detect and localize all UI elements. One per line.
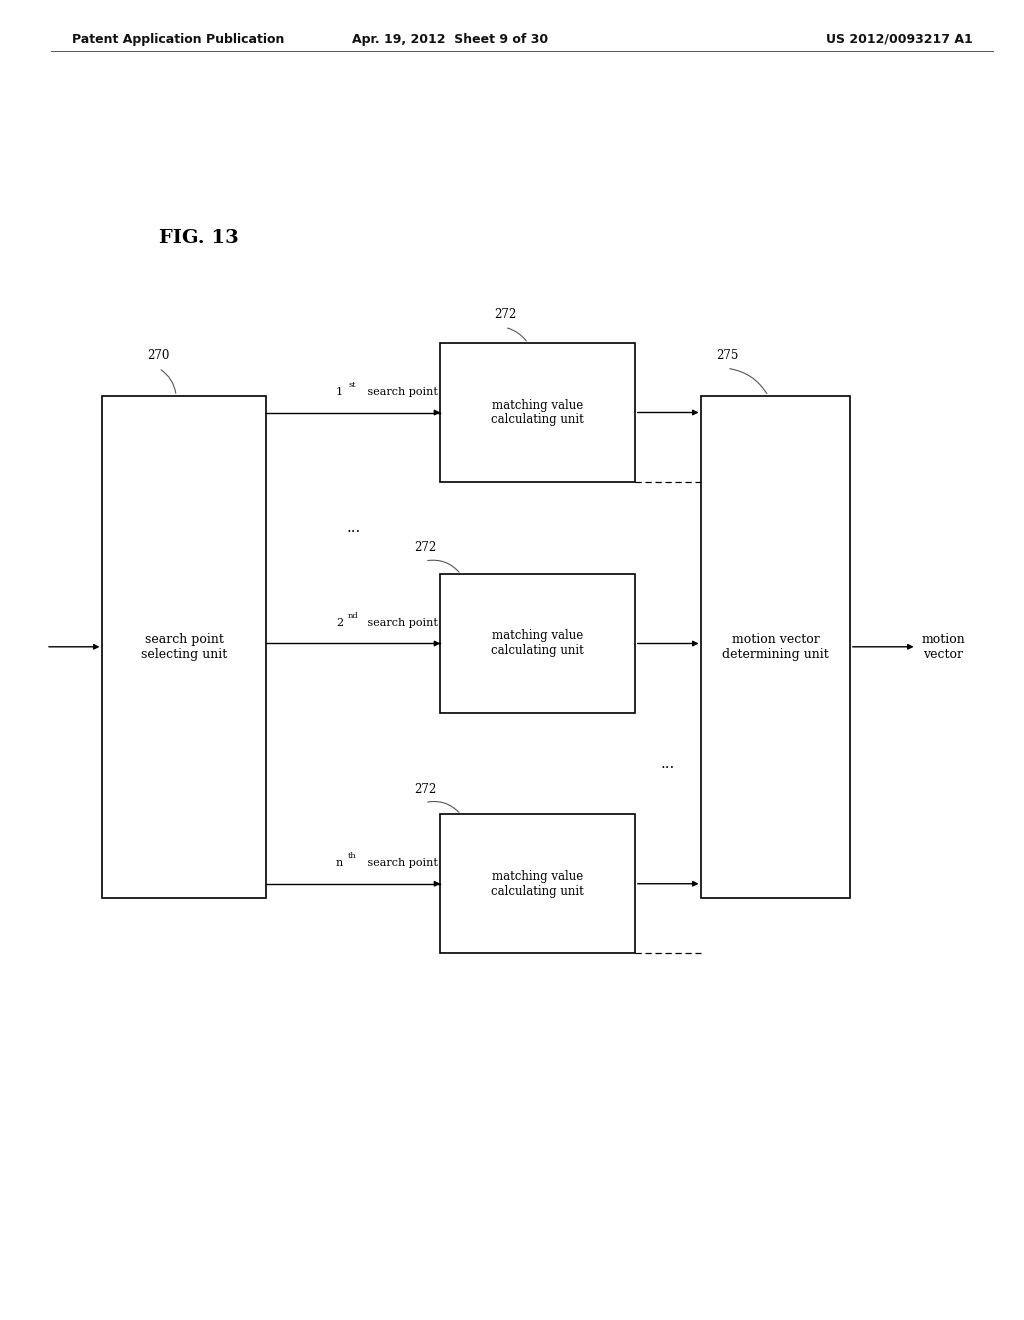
FancyBboxPatch shape: [440, 814, 635, 953]
Text: 270: 270: [147, 348, 170, 362]
Text: search point: search point: [364, 618, 437, 627]
Text: matching value
calculating unit: matching value calculating unit: [492, 399, 584, 426]
Text: 275: 275: [716, 348, 738, 362]
Text: 1: 1: [336, 387, 343, 396]
Text: Apr. 19, 2012  Sheet 9 of 30: Apr. 19, 2012 Sheet 9 of 30: [352, 33, 549, 46]
FancyBboxPatch shape: [440, 343, 635, 482]
FancyBboxPatch shape: [701, 396, 850, 898]
Text: th: th: [348, 851, 357, 861]
Text: matching value
calculating unit: matching value calculating unit: [492, 630, 584, 657]
Text: motion vector
determining unit: motion vector determining unit: [722, 632, 829, 661]
Text: search point
selecting unit: search point selecting unit: [141, 632, 227, 661]
Text: 272: 272: [494, 308, 516, 321]
Text: 272: 272: [414, 783, 436, 796]
Text: ...: ...: [346, 521, 360, 535]
Text: motion
vector: motion vector: [922, 632, 966, 661]
Text: ...: ...: [662, 756, 675, 771]
Text: n: n: [336, 858, 343, 869]
Text: nd: nd: [348, 611, 358, 619]
Text: st: st: [348, 380, 355, 388]
Text: search point: search point: [364, 387, 437, 396]
Text: US 2012/0093217 A1: US 2012/0093217 A1: [826, 33, 973, 46]
FancyBboxPatch shape: [440, 574, 635, 713]
Text: 2: 2: [336, 618, 343, 627]
Text: FIG. 13: FIG. 13: [159, 228, 239, 247]
Text: Patent Application Publication: Patent Application Publication: [72, 33, 284, 46]
Text: search point: search point: [364, 858, 437, 869]
Text: 272: 272: [414, 541, 436, 554]
FancyBboxPatch shape: [102, 396, 266, 898]
Text: matching value
calculating unit: matching value calculating unit: [492, 870, 584, 898]
